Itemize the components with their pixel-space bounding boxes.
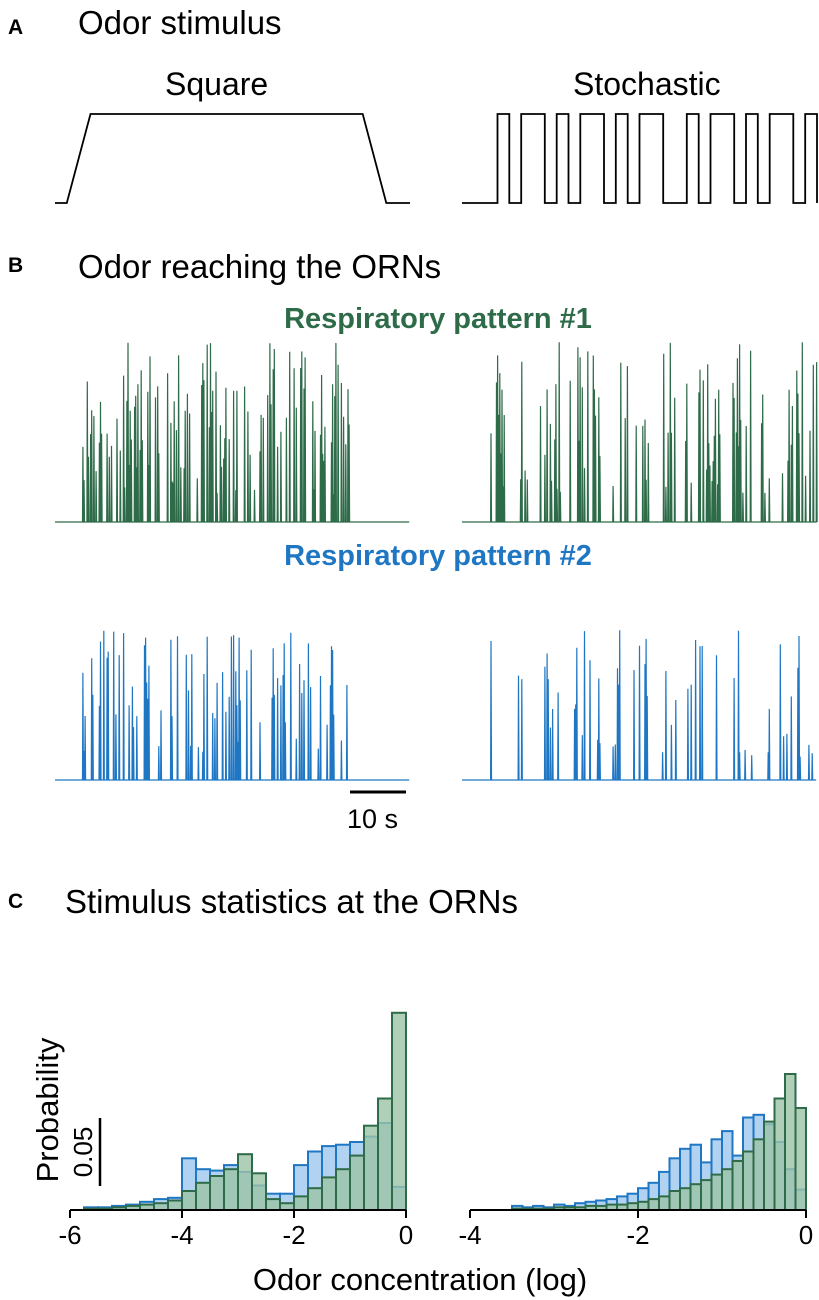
panel-a-letter: A bbox=[8, 16, 23, 39]
x-axis-stochastic: -4 -2 0 bbox=[458, 1209, 813, 1250]
stochastic-stimulus-line bbox=[462, 113, 818, 204]
x-tick-label: -2 bbox=[282, 1220, 305, 1250]
bar-pattern1-22 bbox=[391, 1011, 407, 1211]
x-tick-label: -2 bbox=[626, 1220, 649, 1250]
bar-pattern1-13 bbox=[647, 1198, 660, 1211]
bar-pattern1-12 bbox=[637, 1200, 650, 1212]
bar-pattern1-13 bbox=[265, 1198, 281, 1211]
bar-pattern1-19 bbox=[349, 1154, 365, 1211]
bar-pattern1-18 bbox=[335, 1168, 351, 1211]
probability-scale-label: 0.05 bbox=[68, 1127, 98, 1178]
bar-pattern1-26 bbox=[784, 1073, 797, 1211]
bar-pattern1-21 bbox=[377, 1097, 393, 1211]
panel-c-title: Stimulus statistics at the ORNs bbox=[65, 883, 518, 920]
panel-c-letter: C bbox=[8, 890, 23, 913]
x-tick-label: -4 bbox=[458, 1220, 481, 1250]
bar-pattern1-25 bbox=[773, 1097, 786, 1211]
panel-b-letter: B bbox=[8, 254, 23, 277]
time-scale-label: 10 s bbox=[347, 804, 398, 834]
y-axis-label: Probability bbox=[30, 1037, 65, 1182]
bar-pattern1-14 bbox=[658, 1195, 671, 1212]
x-tick-label: 0 bbox=[799, 1220, 813, 1250]
bar-pattern1-19 bbox=[710, 1173, 723, 1211]
trace-pattern1-square bbox=[55, 342, 410, 523]
trace-pattern2-stochastic bbox=[462, 630, 817, 781]
bar-pattern1-17 bbox=[321, 1176, 337, 1212]
bar-pattern1-11 bbox=[237, 1153, 253, 1211]
bar-pattern1-11 bbox=[626, 1202, 639, 1211]
trace-pattern1-stochastic bbox=[462, 342, 818, 523]
bar-pattern1-10 bbox=[223, 1168, 239, 1211]
bar-pattern1-24 bbox=[763, 1120, 776, 1211]
bar-pattern1-21 bbox=[731, 1160, 744, 1211]
bar-pattern1-17 bbox=[689, 1183, 702, 1211]
bar-pattern1-9 bbox=[209, 1175, 225, 1211]
bar-pattern1-15 bbox=[293, 1195, 309, 1212]
bar-pattern1-6 bbox=[167, 1199, 183, 1211]
bar-pattern1-16 bbox=[307, 1187, 323, 1211]
bar-pattern1-7 bbox=[181, 1190, 197, 1211]
bar-pattern1-22 bbox=[742, 1150, 755, 1211]
x-axis-square: -6 -4 -2 0 bbox=[58, 1209, 413, 1250]
trace-pattern2-square bbox=[55, 630, 410, 781]
bar-pattern1-16 bbox=[679, 1187, 692, 1211]
x-tick-label: 0 bbox=[399, 1220, 413, 1250]
bar-pattern1-14 bbox=[279, 1202, 295, 1211]
square-label: Square bbox=[165, 66, 268, 102]
bar-pattern1-5 bbox=[153, 1202, 169, 1211]
bar-pattern1-18 bbox=[700, 1179, 713, 1211]
x-tick-label: -4 bbox=[170, 1220, 193, 1250]
histogram-square bbox=[83, 1011, 407, 1212]
square-stimulus-line bbox=[55, 113, 410, 204]
bar-pattern1-23 bbox=[752, 1138, 765, 1212]
bar-pattern1-8 bbox=[195, 1181, 211, 1212]
respiratory-pattern-2-label: Respiratory pattern #2 bbox=[284, 540, 592, 572]
bar-pattern1-20 bbox=[363, 1124, 379, 1211]
panel-a-title: Odor stimulus bbox=[78, 4, 282, 41]
bar-pattern1-20 bbox=[721, 1168, 734, 1211]
histogram-stochastic bbox=[511, 1073, 807, 1212]
x-axis-label: Odor concentration (log) bbox=[253, 1262, 587, 1297]
panel-b-title: Odor reaching the ORNs bbox=[78, 248, 441, 285]
bar-pattern1-15 bbox=[668, 1190, 681, 1211]
respiratory-pattern-1-label: Respiratory pattern #1 bbox=[284, 303, 592, 335]
x-tick-label: -6 bbox=[58, 1220, 81, 1250]
stochastic-label: Stochastic bbox=[573, 66, 721, 102]
bar-pattern1-27 bbox=[794, 1107, 807, 1211]
bar-pattern1-12 bbox=[251, 1172, 267, 1212]
